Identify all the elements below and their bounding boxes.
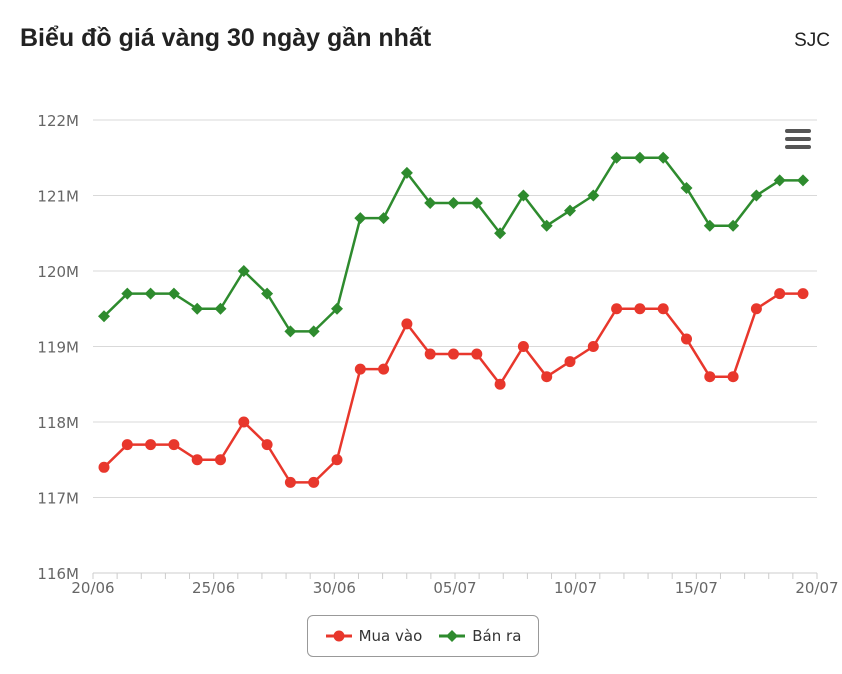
data-point-mua-vao xyxy=(401,318,413,330)
data-point-mua-vao xyxy=(284,476,296,488)
data-point-mua-vao xyxy=(494,378,506,390)
data-point-mua-vao xyxy=(471,348,483,360)
data-point-mua-vao xyxy=(564,356,576,368)
data-point-ban-ra xyxy=(167,287,180,300)
x-tick-label: 05/07 xyxy=(433,579,476,597)
y-tick-label: 122M xyxy=(37,112,79,130)
data-point-mua-vao xyxy=(587,341,599,352)
data-point-ban-ra xyxy=(680,181,693,194)
series-line-mua-vao xyxy=(103,292,803,484)
data-point-ban-ra xyxy=(284,325,297,338)
data-point-ban-ra xyxy=(98,310,110,323)
data-point-ban-ra xyxy=(587,189,600,202)
data-point-ban-ra xyxy=(121,287,134,300)
legend-item-mua-vao[interactable]: Mua vào xyxy=(325,627,423,645)
data-point-ban-ra xyxy=(307,325,320,338)
data-point-ban-ra xyxy=(214,302,227,315)
data-point-ban-ra xyxy=(261,287,274,300)
data-point-mua-vao xyxy=(541,371,553,383)
x-tick-label: 20/07 xyxy=(795,579,838,597)
chart-title: Biểu đồ giá vàng 30 ngày gần nhất xyxy=(20,24,432,52)
y-tick-label: 116M xyxy=(37,565,79,583)
data-point-ban-ra xyxy=(564,204,576,217)
data-point-mua-vao xyxy=(704,371,716,383)
data-point-ban-ra xyxy=(447,197,460,210)
data-point-mua-vao xyxy=(261,439,273,451)
x-tick-label: 20/06 xyxy=(71,579,114,597)
y-tick-label: 117M xyxy=(37,490,79,508)
data-point-ban-ra xyxy=(517,189,530,202)
data-point-ban-ra xyxy=(610,151,623,164)
data-point-mua-vao xyxy=(611,303,623,315)
data-point-mua-vao xyxy=(424,348,436,360)
data-point-mua-vao xyxy=(145,439,157,451)
data-point-ban-ra xyxy=(470,197,483,210)
data-point-mua-vao xyxy=(797,288,809,300)
legend-label-mua-vao: Mua vào xyxy=(358,627,423,645)
x-tick-label: 25/06 xyxy=(192,579,235,597)
y-tick-label: 119M xyxy=(37,339,79,357)
data-point-ban-ra xyxy=(540,219,553,232)
data-point-mua-vao xyxy=(727,371,739,383)
data-point-mua-vao xyxy=(98,461,110,473)
data-point-mua-vao xyxy=(517,341,529,352)
data-point-mua-vao xyxy=(308,476,320,488)
data-point-mua-vao xyxy=(191,454,203,466)
data-point-mua-vao xyxy=(215,454,226,466)
data-point-ban-ra xyxy=(191,302,204,315)
data-point-mua-vao xyxy=(774,288,786,300)
legend-label-ban-ra: Bán ra xyxy=(472,627,522,645)
data-point-ban-ra xyxy=(354,212,367,225)
legend-marker-circle-icon xyxy=(325,630,352,642)
data-point-mua-vao xyxy=(121,439,133,451)
data-point-mua-vao xyxy=(750,303,762,315)
hamburger-menu-icon[interactable] xyxy=(781,124,815,154)
data-point-ban-ra xyxy=(377,212,390,225)
x-tick-label: 30/06 xyxy=(313,579,356,597)
data-point-mua-vao xyxy=(168,439,180,451)
data-point-ban-ra xyxy=(400,166,413,179)
data-point-ban-ra xyxy=(424,197,437,210)
x-tick-label: 10/07 xyxy=(554,579,597,597)
data-point-ban-ra xyxy=(237,265,250,277)
data-point-mua-vao xyxy=(331,454,343,466)
data-point-mua-vao xyxy=(354,363,366,375)
data-point-ban-ra xyxy=(657,151,670,164)
data-point-ban-ra xyxy=(773,174,786,187)
data-point-mua-vao xyxy=(448,348,459,360)
y-tick-label: 118M xyxy=(37,414,79,432)
data-point-ban-ra xyxy=(703,219,716,232)
data-point-mua-vao xyxy=(238,416,250,428)
chart-legend: Mua vào Bán ra xyxy=(307,615,539,657)
y-tick-label: 121M xyxy=(37,188,79,206)
data-point-mua-vao xyxy=(657,303,669,315)
x-tick-label: 15/07 xyxy=(675,579,718,597)
data-point-ban-ra xyxy=(494,227,507,240)
data-point-ban-ra xyxy=(633,151,646,164)
data-point-ban-ra xyxy=(797,174,809,187)
data-point-mua-vao xyxy=(681,333,692,345)
data-point-ban-ra xyxy=(727,219,740,232)
data-point-mua-vao xyxy=(378,363,390,375)
data-point-ban-ra xyxy=(144,287,157,300)
data-point-ban-ra xyxy=(750,189,763,202)
source-label: SJC xyxy=(794,30,830,51)
data-point-ban-ra xyxy=(331,302,343,315)
data-point-mua-vao xyxy=(634,303,646,315)
series-line-ban-ra xyxy=(103,156,803,333)
legend-item-ban-ra[interactable]: Bán ra xyxy=(438,627,521,645)
y-tick-label: 120M xyxy=(37,263,79,281)
legend-marker-diamond-icon xyxy=(439,630,466,642)
